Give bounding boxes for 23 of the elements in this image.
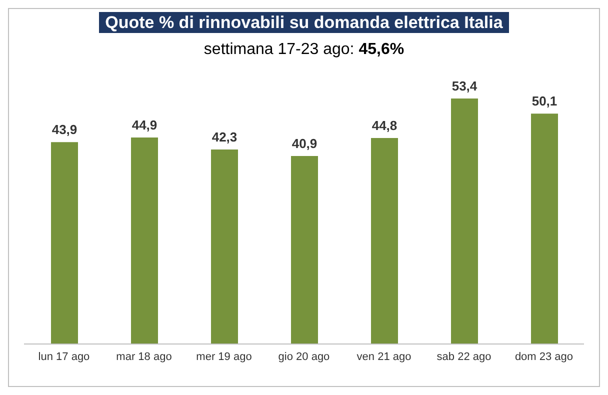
- data-label: 53,4: [452, 78, 478, 94]
- data-label: 43,9: [52, 122, 78, 138]
- data-label: 44,8: [372, 118, 398, 134]
- x-tick-label: mer 19 ago: [196, 350, 252, 363]
- bar: [531, 114, 558, 344]
- x-tick-label: mar 18 ago: [116, 350, 172, 363]
- data-label: 40,9: [292, 136, 318, 151]
- chart-subtitle: settimana 17-23 ago: 45,6%: [202, 41, 406, 59]
- x-tick-label: ven 21 ago: [356, 350, 412, 363]
- x-tick-label: lun 17 ago: [38, 350, 90, 363]
- bar: [291, 156, 318, 344]
- x-tick-label: sab 22 ago: [436, 350, 492, 363]
- data-label: 42,3: [212, 130, 238, 145]
- bar: [371, 138, 398, 344]
- data-label: 50,1: [532, 94, 558, 109]
- bar: [451, 98, 478, 344]
- chart-title: Quote % di rinnovabili su domanda elettrica Italia: [99, 12, 509, 33]
- x-tick-label: gio 20 ago: [278, 350, 330, 363]
- data-label: 44,9: [132, 118, 158, 133]
- bar: [51, 142, 78, 344]
- bar: [131, 138, 158, 344]
- bar: [211, 150, 238, 344]
- x-tick-label: dom 23 ago: [514, 350, 574, 363]
